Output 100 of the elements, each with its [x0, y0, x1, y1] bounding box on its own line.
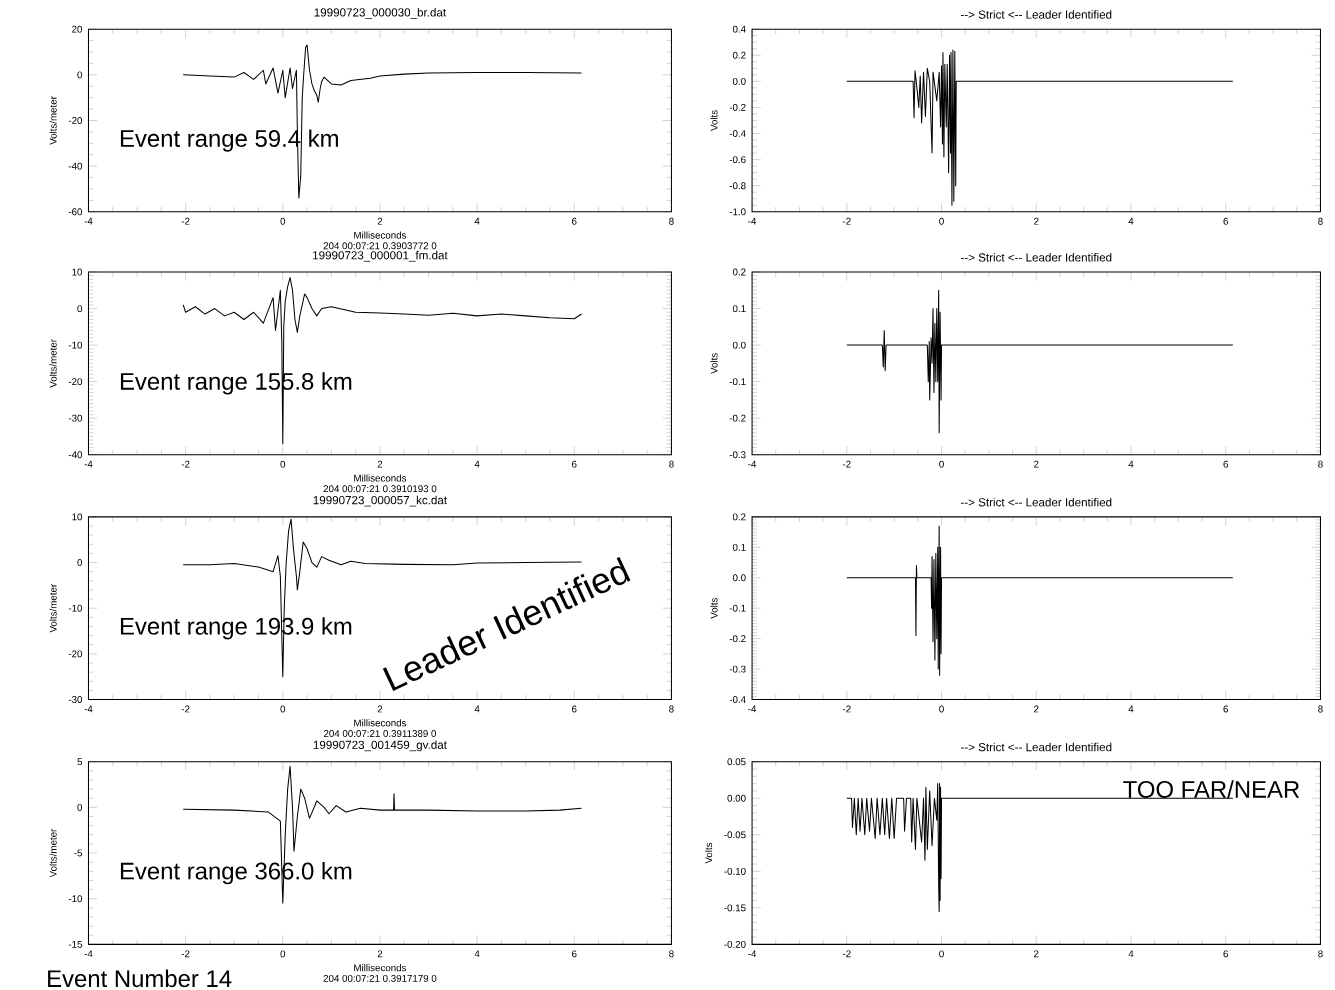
chart-title: --> Strict <-- Leader Identified — [960, 10, 1112, 19]
x-tick-label: 4 — [1128, 217, 1134, 225]
y-tick-label: -10 — [68, 604, 83, 612]
line-series — [846, 289, 1234, 434]
x-tick-label: -4 — [84, 460, 93, 468]
chart-title: 19990723_000057_kc.dat — [313, 495, 447, 507]
y-tick-label: -40 — [68, 162, 83, 170]
x-tick-label: -4 — [84, 705, 93, 713]
y-tick-label: -0.3 — [729, 451, 746, 459]
y-tick-label: -0.4 — [729, 130, 746, 137]
y-tick-label: -0.4 — [729, 696, 746, 703]
x-tick-label: 8 — [1318, 705, 1323, 713]
annotation: TOO FAR/NEAR — [1123, 780, 1300, 798]
x-tick-label: 0 — [939, 217, 944, 225]
y-tick-label: -0.3 — [729, 665, 746, 673]
y-tick-label: 0.05 — [727, 758, 746, 766]
x-tick-label: 0 — [939, 460, 944, 468]
y-tick-label: -0.10 — [724, 867, 746, 875]
y-tick-label: 0.00 — [727, 794, 746, 802]
y-tick-label: 0.1 — [732, 305, 746, 313]
y-tick-label: -0.6 — [729, 156, 746, 164]
y-tick-label: 0.0 — [732, 574, 746, 582]
x-tick-label: 4 — [474, 460, 480, 468]
y-tick-label: 0.1 — [732, 543, 746, 551]
y-tick-label: -5 — [74, 849, 83, 857]
y-tick-label: 0.0 — [732, 341, 746, 349]
x-tick-label: 4 — [1128, 705, 1134, 713]
text: 204 00:07:21 0.3911389 0 — [323, 730, 437, 737]
x-tick-label: 2 — [1034, 460, 1039, 468]
y-tick-label: -0.15 — [724, 904, 746, 912]
x-tick-label: 2 — [1034, 217, 1039, 225]
x-axis-title: Milliseconds — [354, 474, 407, 482]
x-tick-label: -2 — [842, 950, 851, 958]
chart-title: --> Strict <-- Leader Identified — [960, 742, 1112, 752]
x-tick-label: 0 — [280, 460, 286, 468]
y-tick-label: -0.20 — [724, 940, 746, 948]
x-tick-label: 6 — [572, 217, 577, 225]
line-series — [182, 765, 583, 904]
text: 204 00:07:21 0.3910193 0 — [323, 485, 437, 493]
y-tick-label: -0.1 — [729, 604, 746, 612]
y-tick-label: -0.05 — [724, 831, 746, 839]
y-tick-label: -30 — [68, 696, 83, 703]
y-tick-label: 0.2 — [732, 51, 746, 59]
x-tick-label: 2 — [377, 217, 383, 225]
x-tick-label: -4 — [84, 950, 93, 958]
x-tick-label: 0 — [280, 950, 286, 958]
y-tick-label: -20 — [68, 650, 83, 658]
x-tick-label: -2 — [842, 217, 851, 225]
x-tick-label: -2 — [842, 705, 851, 713]
chart-title: 19990723_000030_br.dat — [314, 7, 447, 19]
y-axis-title: Volts — [704, 842, 713, 864]
y-axis-title: Volts — [710, 353, 718, 374]
x-tick-label: -2 — [181, 950, 190, 958]
y-tick-label: -20 — [68, 378, 83, 386]
chart-title: 19990723_000001_fm.dat — [313, 250, 448, 262]
y-tick-label: 0.4 — [732, 25, 746, 33]
x-tick-label: 4 — [474, 950, 480, 958]
x-tick-label: -2 — [181, 705, 190, 713]
x-tick-label: 2 — [377, 460, 383, 468]
text: 204 00:07:21 0.3903772 0 — [323, 242, 437, 250]
y-tick-label: -1.0 — [729, 208, 746, 216]
x-tick-label: 8 — [1318, 460, 1323, 468]
y-tick-label: -60 — [68, 208, 83, 216]
y-tick-label: 0 — [77, 803, 83, 811]
x-tick-label: -4 — [748, 217, 757, 225]
x-tick-label: 4 — [474, 217, 480, 225]
y-axis-title: Volts/meter — [49, 584, 57, 633]
x-tick-label: -4 — [748, 705, 757, 713]
y-tick-label: -15 — [68, 940, 83, 948]
line-series — [182, 44, 583, 199]
chart-title: --> Strict <-- Leader Identified — [960, 497, 1112, 507]
y-axis-title: Volts — [710, 598, 718, 619]
x-tick-label: 8 — [669, 460, 674, 468]
x-tick-label: 6 — [1223, 217, 1228, 225]
y-tick-label: -10 — [68, 341, 83, 349]
x-tick-label: 0 — [939, 705, 944, 713]
line-series — [182, 276, 583, 445]
y-tick-label: 0.2 — [732, 268, 746, 276]
x-tick-label: 4 — [1128, 460, 1134, 468]
y-axis-title: Volts/meter — [49, 339, 57, 388]
x-tick-label: -4 — [748, 950, 757, 958]
y-tick-label: 0 — [77, 305, 83, 313]
y-tick-label: -0.1 — [729, 378, 746, 386]
x-axis-title: Milliseconds — [354, 719, 407, 727]
x-tick-label: -4 — [84, 217, 93, 225]
text: Event Number 14 — [48, 969, 232, 988]
chart-title: --> Strict <-- Leader Identified — [960, 253, 1112, 262]
x-tick-label: 8 — [669, 217, 674, 225]
x-tick-label: 4 — [474, 705, 480, 713]
y-tick-label: 0 — [77, 71, 83, 79]
y-tick-label: 5 — [77, 758, 83, 766]
chart-title: 19990723_001459_gv.dat — [313, 740, 447, 752]
line-series — [846, 49, 1234, 206]
x-tick-label: -2 — [181, 217, 190, 225]
x-tick-label: 6 — [1223, 460, 1228, 468]
x-tick-label: 0 — [280, 217, 286, 225]
y-tick-label: -10 — [68, 895, 83, 903]
x-tick-label: 6 — [572, 705, 577, 713]
x-axis-title: Milliseconds — [354, 964, 407, 972]
y-tick-label: -0.2 — [729, 635, 746, 643]
